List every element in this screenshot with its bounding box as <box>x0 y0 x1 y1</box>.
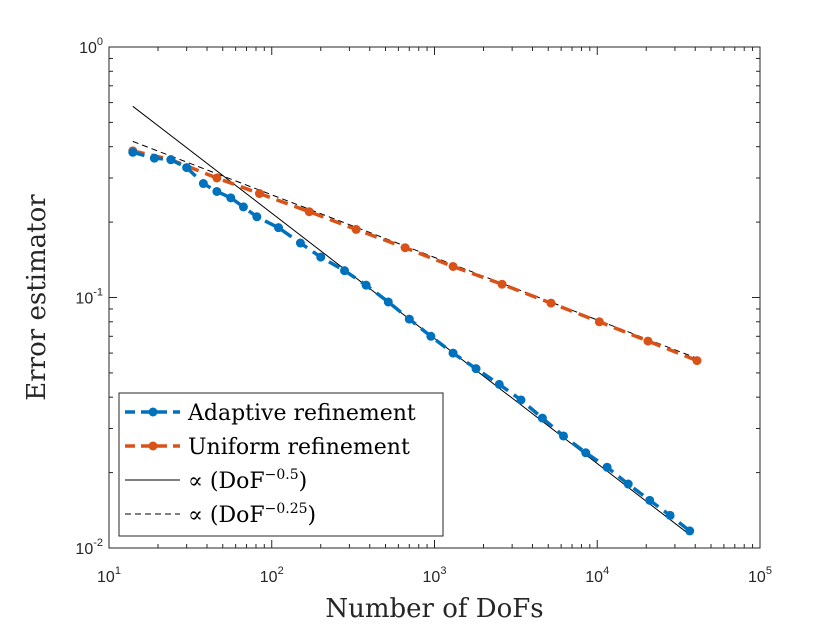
data-point <box>400 243 410 253</box>
legend-label: ∝ (DoF−0.25) <box>188 501 316 528</box>
data-point <box>340 266 350 276</box>
data-point <box>226 193 236 203</box>
data-point <box>581 448 591 458</box>
data-point <box>448 348 458 358</box>
data-point <box>198 179 208 189</box>
x-tick-label: 104 <box>585 565 609 586</box>
legend-box <box>118 392 444 537</box>
data-point <box>273 223 283 233</box>
series-layer <box>128 105 702 536</box>
legend-marker <box>148 407 158 417</box>
data-point <box>494 379 504 389</box>
data-point <box>383 297 393 307</box>
data-point <box>182 163 192 173</box>
data-point <box>166 155 176 165</box>
data-point <box>558 431 568 441</box>
y-tick-label: 10-1 <box>75 287 103 308</box>
data-point <box>692 356 702 366</box>
legend-label: ∝ (DoF−0.5) <box>188 467 307 494</box>
series-line <box>132 150 691 533</box>
data-point <box>149 153 159 163</box>
data-point <box>426 331 436 341</box>
x-tick-label: 105 <box>748 565 772 586</box>
data-point <box>252 212 262 222</box>
y-tick-label: 100 <box>79 36 103 57</box>
data-point <box>304 207 314 217</box>
data-point <box>295 238 305 248</box>
data-point <box>254 189 264 199</box>
data-point <box>316 252 326 262</box>
data-point <box>128 147 138 157</box>
legend-marker <box>148 441 158 451</box>
data-point <box>212 186 222 196</box>
data-point <box>361 280 371 290</box>
x-tick-label: 102 <box>260 565 284 586</box>
x-tick-label: 103 <box>423 565 447 586</box>
data-point <box>471 364 481 374</box>
data-point <box>537 413 547 423</box>
data-point <box>497 279 507 289</box>
axis-ticks: 101 102 103 104 105 10-2 10-1 100 <box>75 36 772 586</box>
data-point <box>404 314 414 324</box>
legend-item: Adaptive refinement <box>125 401 416 426</box>
data-point <box>594 317 604 327</box>
legend-label: Adaptive refinement <box>187 401 416 426</box>
x-axis-label: Number of DoFs <box>325 594 543 624</box>
data-point <box>645 495 655 505</box>
legend: Adaptive refinement Uniform refinement ∝ (… <box>118 392 444 537</box>
data-point <box>623 479 633 489</box>
y-tick-label: 10-2 <box>75 537 103 558</box>
data-point <box>238 202 248 212</box>
data-point <box>643 336 653 346</box>
data-point <box>665 510 675 520</box>
legend-item: Uniform refinement <box>125 435 410 460</box>
legend-label: Uniform refinement <box>188 435 410 460</box>
data-point <box>448 261 458 271</box>
x-tick-label: 101 <box>97 565 121 586</box>
data-point <box>685 526 695 536</box>
y-axis-label: Error estimator <box>22 194 52 401</box>
data-point <box>602 462 612 472</box>
data-point <box>351 224 361 234</box>
legend-item: ∝ (DoF−0.5) <box>125 467 307 494</box>
series-adaptive-refinement <box>128 147 695 536</box>
data-point <box>212 173 222 183</box>
legend-item: ∝ (DoF−0.25) <box>125 501 316 528</box>
data-point <box>546 298 556 308</box>
data-point <box>516 395 526 405</box>
